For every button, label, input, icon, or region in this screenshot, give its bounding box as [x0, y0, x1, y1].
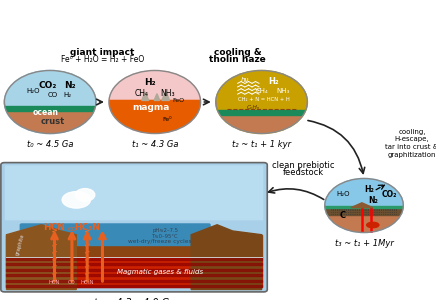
Polygon shape — [2, 106, 98, 111]
Polygon shape — [214, 102, 310, 134]
Text: H-escape,: H-escape, — [395, 136, 429, 142]
Polygon shape — [214, 110, 310, 115]
Text: magma: magma — [133, 103, 170, 112]
Text: cooling,: cooling, — [398, 129, 426, 135]
Polygon shape — [191, 225, 262, 290]
Text: H₂: H₂ — [145, 78, 156, 87]
Text: graphite: graphite — [15, 232, 26, 256]
Text: H₂O: H₂O — [27, 88, 40, 94]
Text: crust: crust — [40, 117, 65, 126]
Polygon shape — [162, 91, 170, 101]
FancyBboxPatch shape — [20, 223, 211, 246]
Text: Fe⁰ + H₂O = H₂ + FeO: Fe⁰ + H₂O = H₂ + FeO — [61, 56, 144, 64]
FancyBboxPatch shape — [1, 163, 267, 292]
Text: N₂: N₂ — [369, 196, 378, 205]
Text: NH₃: NH₃ — [160, 89, 175, 98]
Text: ocean: ocean — [33, 108, 59, 117]
Text: H₂O: H₂O — [337, 190, 350, 196]
Text: t₂ ~ t₁ + 1 kyr: t₂ ~ t₁ + 1 kyr — [232, 140, 291, 149]
Text: pH≈2–7.5
T≈0–95°C: pH≈2–7.5 T≈0–95°C — [152, 228, 178, 239]
Ellipse shape — [367, 222, 379, 228]
Polygon shape — [6, 263, 262, 265]
Text: C: C — [340, 211, 346, 220]
Text: HCN: HCN — [49, 280, 60, 285]
Text: tar into crust &: tar into crust & — [385, 144, 436, 150]
Text: H₂: H₂ — [364, 185, 374, 194]
Polygon shape — [351, 203, 373, 208]
Polygon shape — [6, 235, 262, 257]
Polygon shape — [142, 92, 149, 100]
Circle shape — [325, 178, 403, 232]
Text: giant impact: giant impact — [70, 48, 135, 57]
Text: CO: CO — [47, 92, 58, 98]
Text: H₂: H₂ — [64, 92, 72, 98]
Text: FeO: FeO — [173, 98, 185, 103]
Polygon shape — [323, 206, 405, 208]
Polygon shape — [6, 285, 262, 287]
Text: CO: CO — [67, 227, 77, 232]
Text: HC₃N: HC₃N — [81, 280, 94, 285]
Polygon shape — [323, 208, 405, 215]
Text: t₄ ~ 4.3 – 4.0 Ga: t₄ ~ 4.3 – 4.0 Ga — [93, 298, 175, 300]
Text: wet-dry/freeze cycles: wet-dry/freeze cycles — [128, 239, 192, 244]
Text: Fe⁰: Fe⁰ — [162, 117, 172, 122]
Polygon shape — [6, 258, 262, 260]
Ellipse shape — [62, 192, 91, 208]
Circle shape — [216, 70, 307, 134]
Text: cooling &: cooling & — [214, 48, 262, 57]
Ellipse shape — [75, 189, 95, 201]
Text: t₁ ~ 4.3 Ga: t₁ ~ 4.3 Ga — [132, 140, 178, 149]
Polygon shape — [107, 100, 203, 134]
Text: HC₃N: HC₃N — [74, 223, 100, 232]
Text: clean prebiotic: clean prebiotic — [272, 160, 334, 169]
Polygon shape — [2, 102, 98, 134]
Text: tholin haze: tholin haze — [209, 56, 266, 64]
Text: H₂: H₂ — [269, 77, 279, 86]
Text: CH₄: CH₄ — [255, 88, 268, 94]
Text: CH₄: CH₄ — [135, 89, 149, 98]
Circle shape — [4, 70, 96, 134]
Polygon shape — [6, 257, 262, 287]
Circle shape — [4, 70, 96, 134]
Polygon shape — [6, 280, 262, 282]
Text: HCN: HCN — [44, 223, 65, 232]
Polygon shape — [6, 269, 262, 271]
FancyBboxPatch shape — [5, 165, 263, 220]
Text: t₀ ~ 4.5 Ga: t₀ ~ 4.5 Ga — [27, 140, 73, 149]
Text: CH₂ + N = HCN + H: CH₂ + N = HCN + H — [238, 97, 290, 102]
Text: Magmatic gases & fluids: Magmatic gases & fluids — [117, 268, 203, 274]
Text: CₙHₙ: CₙHₙ — [247, 105, 260, 110]
Polygon shape — [323, 206, 405, 233]
Text: feedstock: feedstock — [283, 168, 324, 177]
Text: CO₂: CO₂ — [382, 190, 397, 199]
Text: t₃ ~ t₁ + 1Myr: t₃ ~ t₁ + 1Myr — [334, 239, 394, 248]
Polygon shape — [154, 94, 160, 100]
Text: CO: CO — [68, 280, 76, 285]
Text: NH₃: NH₃ — [276, 88, 289, 94]
Text: CO₂: CO₂ — [39, 81, 57, 90]
Polygon shape — [6, 274, 262, 276]
Circle shape — [109, 70, 201, 134]
Text: N₂: N₂ — [64, 81, 75, 90]
Text: graphitization: graphitization — [388, 152, 436, 158]
Polygon shape — [7, 225, 76, 290]
Text: hν: hν — [241, 77, 249, 83]
